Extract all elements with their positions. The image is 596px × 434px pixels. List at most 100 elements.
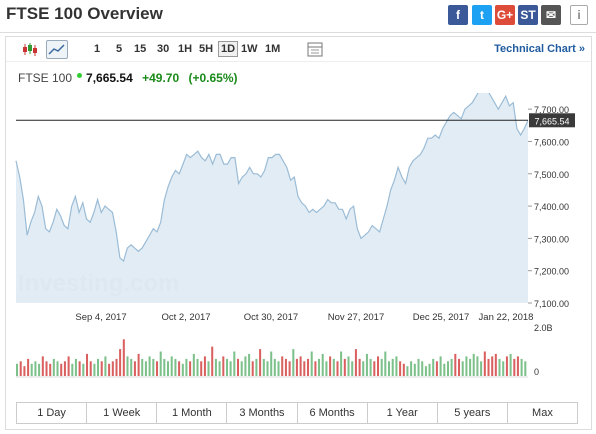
volume-bar [270, 351, 273, 376]
volume-bar [354, 349, 357, 377]
range-1-year[interactable]: 1 Year [368, 403, 438, 423]
range-6-months[interactable]: 6 Months [298, 403, 368, 423]
volume-bar [476, 356, 479, 376]
volume-bar [373, 361, 376, 376]
volume-bar [461, 361, 464, 376]
volume-bar [170, 356, 173, 376]
volume-bar [443, 363, 446, 377]
x-tick-label: Nov 27, 2017 [328, 312, 385, 323]
volume-bar [307, 358, 310, 376]
timeframe-5h[interactable]: 5H [199, 43, 214, 55]
candlestick-icon[interactable] [19, 40, 41, 59]
area-chart-icon[interactable] [46, 40, 68, 59]
volume-bar [439, 356, 442, 376]
volume-bar [469, 358, 472, 376]
header-divider [0, 32, 596, 33]
volume-bar [240, 361, 243, 376]
range-1-day[interactable]: 1 Day [17, 403, 88, 423]
timeframe-15[interactable]: 15 [134, 43, 147, 55]
stocktwits-icon[interactable]: ST [518, 5, 538, 25]
price-chart[interactable]: Investing.com7,665.547,700.007,600.007,5… [6, 93, 591, 403]
range-selector: 1 Day 1 Week 1 Month 3 Months 6 Months 1 Year… [16, 402, 578, 424]
volume-bar [435, 361, 438, 376]
volume-bar [454, 353, 457, 376]
current-price-badge [529, 113, 575, 128]
price-area [16, 93, 528, 303]
volume-bar [310, 351, 313, 376]
volume-bar [49, 363, 52, 377]
volume-bar [358, 358, 361, 376]
range-3-months[interactable]: 3 Months [227, 403, 298, 423]
range-1-week[interactable]: 1 Week [87, 403, 158, 423]
y-tick-label: 7,700.00 [534, 105, 569, 115]
volume-bar [321, 353, 324, 376]
volume-bar [402, 363, 405, 377]
volume-bar [108, 363, 111, 377]
volume-bar [189, 361, 192, 376]
volume-bar [284, 358, 287, 376]
info-icon[interactable]: i [570, 5, 588, 25]
volume-bar [130, 358, 133, 376]
volume-bar [126, 356, 129, 376]
y-tick-label: 7,100.00 [534, 299, 569, 309]
volume-bar [181, 363, 184, 377]
volume-bar [192, 353, 195, 376]
volume-bar [410, 361, 413, 376]
volume-bar [299, 356, 302, 376]
range-1-month[interactable]: 1 Month [157, 403, 228, 423]
range-5-years[interactable]: 5 years [438, 403, 508, 423]
email-icon[interactable]: ✉ [541, 5, 561, 25]
chart-settings-icon[interactable] [304, 40, 326, 59]
volume-bar [251, 361, 254, 376]
volume-bar [203, 356, 206, 376]
volume-bar [487, 358, 490, 376]
volume-bar [498, 358, 501, 376]
volume-bar [229, 361, 232, 376]
timeframe-30[interactable]: 30 [157, 43, 170, 55]
x-tick-label: Oct 30, 2017 [244, 312, 298, 323]
price-line [15, 93, 529, 263]
timeframe-1[interactable]: 1 [94, 43, 101, 55]
volume-bar [295, 358, 298, 376]
y-tick-label: 7,400.00 [534, 202, 569, 212]
timeframe-1h[interactable]: 1H [178, 43, 193, 55]
volume-bar [417, 358, 420, 376]
technical-chart-link[interactable]: Technical Chart » [494, 43, 585, 55]
range-max[interactable]: Max [532, 407, 553, 419]
timeframe-5[interactable]: 5 [116, 43, 123, 55]
volume-bar [38, 363, 41, 377]
last-price: 7,665.54 [86, 71, 133, 85]
volume-bar [23, 366, 26, 376]
timeframe-1w[interactable]: 1W [241, 43, 258, 55]
x-tick-label: Dec 25, 2017 [413, 312, 470, 323]
volume-scale-label: 2.0B [534, 323, 553, 333]
twitter-icon[interactable]: t [472, 5, 492, 25]
x-tick-label: Sep 4, 2017 [75, 312, 126, 323]
volume-bar [325, 361, 328, 376]
volume-bar [465, 356, 468, 376]
timeframe-1d[interactable]: 1D [218, 41, 239, 57]
volume-bar [329, 356, 332, 376]
volume-bar [174, 358, 177, 376]
price-change-pct: (+0.65%) [188, 71, 238, 85]
google-plus-icon[interactable]: G+ [495, 5, 515, 25]
volume-bar [483, 351, 486, 376]
volume-bar [56, 361, 59, 376]
volume-bar [144, 361, 147, 376]
volume-bar [207, 361, 210, 376]
volume-bar [494, 353, 497, 376]
volume-bar [115, 358, 118, 376]
volume-bar [159, 351, 162, 376]
chart-panel: 1 5 15 30 1H 5H 1D 1W 1M Technical Chart » FTSE … [5, 36, 592, 430]
volume-bar [314, 361, 317, 376]
volume-bar [288, 361, 291, 376]
volume-bar [362, 361, 365, 376]
volume-bar [97, 358, 100, 376]
volume-bar [520, 358, 523, 376]
volume-bar [167, 361, 170, 376]
volume-bar [413, 363, 416, 377]
timeframe-1m[interactable]: 1M [265, 43, 281, 55]
facebook-icon[interactable]: f [448, 5, 468, 25]
volume-bar [472, 353, 475, 376]
volume-bar [318, 358, 321, 376]
